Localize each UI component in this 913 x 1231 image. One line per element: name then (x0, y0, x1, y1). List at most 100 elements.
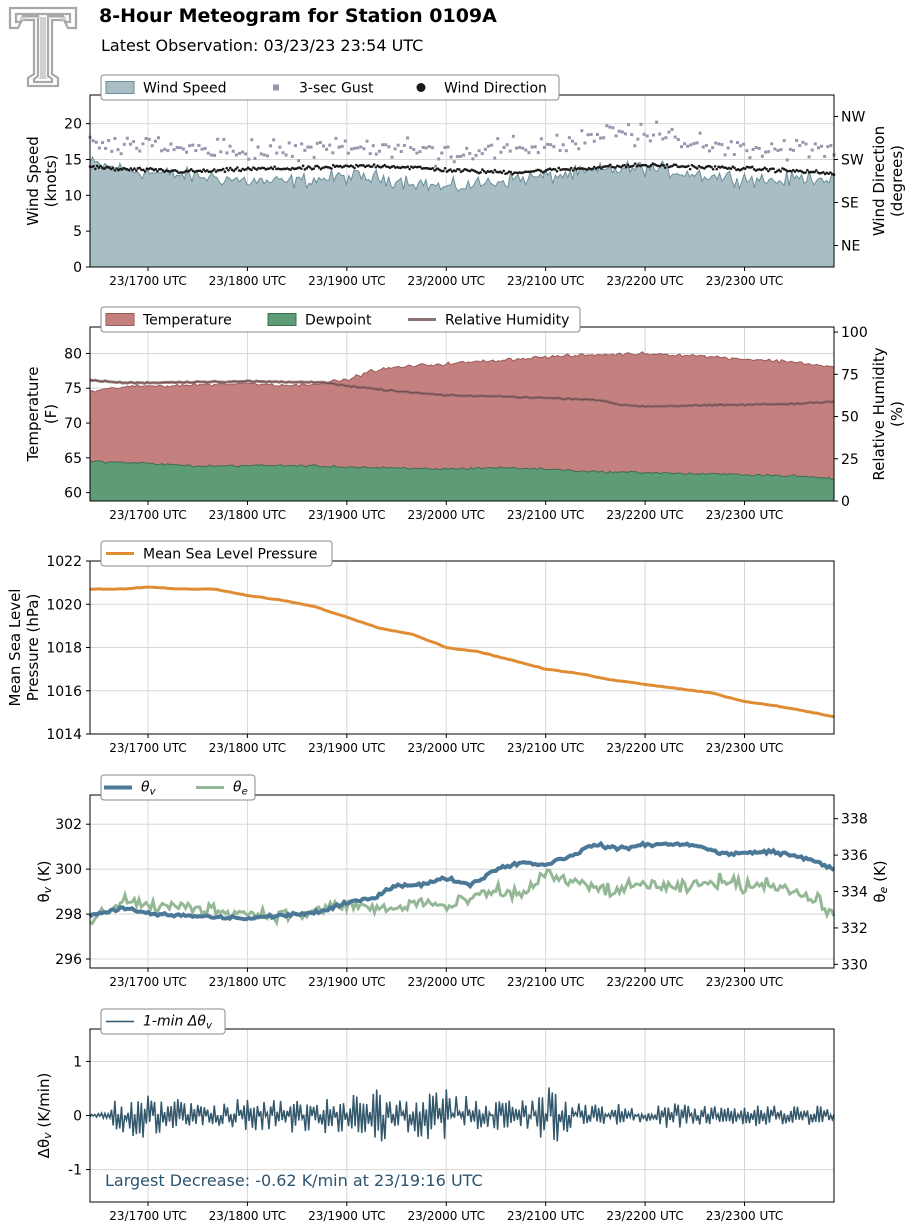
relative-humidity-line-core (89, 379, 835, 408)
direction-point (138, 166, 142, 170)
direction-point (312, 167, 316, 170)
gust-point (100, 141, 104, 145)
gust-point (782, 139, 786, 143)
gust-point (798, 144, 802, 148)
svg-text:θv (K): θv (K) (35, 860, 55, 902)
gust-point (723, 153, 727, 157)
direction-point (111, 166, 115, 170)
gust-point (443, 145, 447, 149)
gust-point (620, 130, 624, 134)
direction-point (491, 171, 495, 174)
direction-point (569, 166, 573, 170)
svg-text:Mean Sea LevelPressure (hPa): Mean Sea LevelPressure (hPa) (6, 589, 42, 707)
direction-point (376, 164, 379, 167)
gust-point (440, 151, 444, 155)
direction-point (189, 167, 193, 171)
gust-point (508, 149, 512, 153)
gust-point (745, 149, 749, 153)
gust-point (371, 144, 375, 148)
gust-point (658, 132, 662, 136)
direction-point (543, 170, 546, 173)
direction-point (315, 164, 319, 168)
legend-frame (100, 1008, 226, 1035)
gust-point (244, 152, 248, 156)
x-tick-label: 23/2300 UTC (706, 508, 783, 522)
y-axis-label: Mean Sea LevelPressure (hPa) (6, 589, 42, 707)
y-tick-label: 60 (64, 486, 82, 502)
gust-point (256, 145, 260, 149)
legend: Wind Speed 3-sec Gust Wind Direction (100, 74, 560, 101)
gust-point (757, 146, 761, 150)
y2-tick-label: NE (841, 239, 860, 255)
gust-point (518, 145, 522, 149)
direction-point (141, 168, 145, 172)
x-tick-label: 23/1900 UTC (308, 274, 385, 288)
direction-point (662, 164, 665, 167)
gust-point (169, 142, 173, 146)
y-tick-label: 75 (64, 381, 82, 397)
x-tick-label: 23/1900 UTC (308, 975, 385, 989)
page-title: 8-Hour Meteogram for Station 0109A (99, 5, 497, 27)
direction-point (115, 167, 118, 170)
gust-point (542, 145, 546, 149)
direction-point (443, 166, 447, 170)
direction-point (250, 168, 253, 172)
direction-point (374, 165, 378, 169)
gust-point (795, 138, 799, 142)
gust-point (206, 151, 210, 155)
gust-point (748, 156, 752, 160)
direction-point (289, 168, 292, 171)
gust-point (449, 155, 453, 159)
direction-point (632, 164, 635, 168)
gust-point (701, 145, 705, 149)
y-tick-label: 1014 (46, 727, 82, 743)
direction-point (228, 166, 232, 170)
gust-point (558, 149, 562, 153)
gust-point (539, 137, 543, 141)
direction-point (509, 170, 513, 174)
gust-point (455, 155, 459, 159)
x-tick-label: 23/2200 UTC (606, 274, 683, 288)
y-tick-label: 5 (73, 224, 82, 240)
gust-point (222, 137, 226, 141)
gust-point (490, 143, 494, 147)
gust-point (471, 157, 475, 161)
legend: θv θe (100, 774, 256, 801)
legend-label: θv (141, 780, 157, 798)
y-tick-label: 1022 (46, 554, 82, 570)
gust-point (331, 151, 335, 155)
gust-point (823, 154, 827, 158)
direction-point (143, 170, 147, 173)
y2-tick-label: 330 (841, 957, 868, 973)
x-tick-label: 23/2100 UTC (507, 274, 584, 288)
dewpoint-area (89, 459, 835, 502)
direction-point (763, 166, 767, 170)
gust-point (275, 151, 279, 155)
svg-text:Relative Humidity(%): Relative Humidity(%) (870, 347, 906, 480)
direction-point (202, 168, 205, 171)
direction-point (623, 163, 626, 167)
direction-point (134, 169, 138, 172)
direction-point (585, 168, 589, 171)
direction-point (557, 166, 561, 170)
y-tick-label: -1 (68, 1163, 82, 1179)
y-axis-label: Δθv (K/min) (35, 1073, 55, 1159)
legend-swatch (105, 81, 135, 94)
x-tick-label: 23/2300 UTC (706, 975, 783, 989)
gust-point (754, 145, 758, 149)
x-tick-label: 23/2000 UTC (408, 975, 485, 989)
gust-point (200, 147, 204, 151)
x-tick-label: 23/2300 UTC (706, 274, 783, 288)
y-tick-label: 70 (64, 416, 82, 432)
gust-point (365, 139, 369, 143)
gust-point (561, 143, 565, 147)
direction-point (482, 169, 486, 173)
y2-tick-label: SE (841, 196, 859, 212)
direction-point (262, 166, 266, 170)
direction-point (308, 166, 312, 169)
gust-point (804, 142, 808, 146)
direction-point (188, 169, 191, 172)
direction-point (743, 167, 747, 170)
gust-point (776, 148, 780, 152)
gust-point (349, 147, 353, 151)
